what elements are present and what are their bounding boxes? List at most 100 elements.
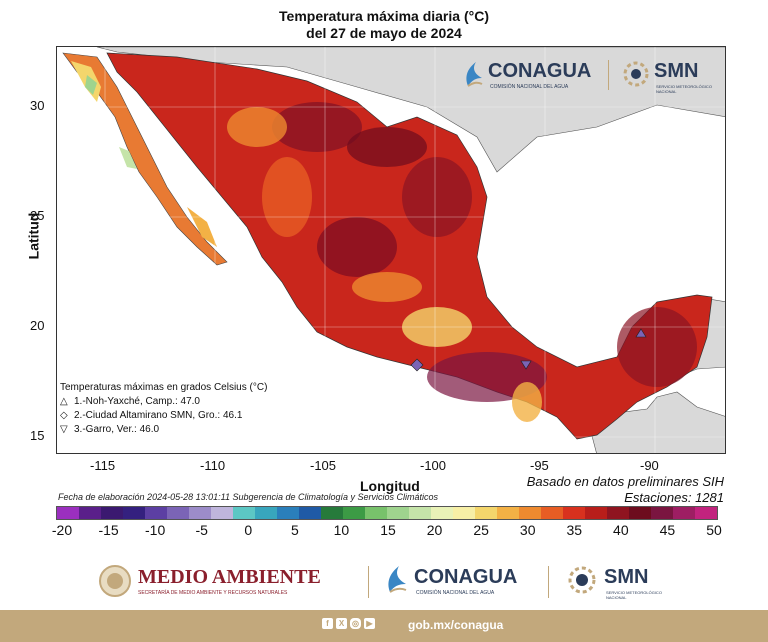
- colorbar-tick-label: 35: [566, 522, 583, 538]
- colorbar-tick-label: 25: [473, 522, 489, 538]
- colorbar-swatch: [277, 507, 299, 519]
- footer-logos: MEDIO AMBIENTE SECRETARÍA DE MEDIO AMBIE…: [0, 558, 768, 608]
- conagua-logo-icon: [466, 62, 483, 87]
- header-logos: CONAGUA COMISIÓN NACIONAL DEL AGUA SMN S…: [458, 54, 720, 98]
- legend-title: Temperaturas máximas en grados Celsius (…: [60, 382, 268, 393]
- mexico-seal-icon: [99, 565, 131, 597]
- map-title-line1: Temperatura máxima diaria (°C): [279, 8, 489, 24]
- smn-logo-icon: [568, 566, 596, 594]
- diamond-icon: ◇: [60, 410, 68, 421]
- footer-bar: [0, 610, 768, 642]
- colorbar-swatch: [431, 507, 453, 519]
- y-axis-title: Latitud: [25, 212, 42, 260]
- colorbar-tick-label: 15: [380, 522, 396, 538]
- colorbar-swatch: [189, 507, 211, 519]
- colorbar-swatch: [123, 507, 145, 519]
- triangle-up-icon: △: [60, 396, 68, 407]
- conagua-logo-subtext: COMISIÓN NACIONAL DEL AGUA: [490, 84, 569, 90]
- legend-item-label: 3.-Garro, Ver.: 46.0: [74, 424, 160, 435]
- colorbar-swatch: [519, 507, 541, 519]
- station-marker-garro: [520, 360, 532, 370]
- x-tick-label: -105: [310, 458, 337, 473]
- colorbar-swatch: [321, 507, 343, 519]
- x-tick-label: -115: [90, 458, 116, 473]
- colorbar-swatch: [607, 507, 629, 519]
- colorbar-swatch: [343, 507, 365, 519]
- smn-logo-subtext: SERVICIO METEOROLÓGICO NACIONAL: [656, 84, 712, 94]
- x-tick-label: -110: [200, 458, 226, 473]
- colorbar-tick-label: 5: [290, 522, 299, 538]
- colorbar-tick-label: -20: [51, 522, 73, 538]
- colorbar-swatch: [211, 507, 233, 519]
- legend-item: ◇ 2.-Ciudad Altamirano SMN, Gro.: 46.1: [60, 410, 290, 421]
- map-title-line2: del 27 de mayo de 2024: [306, 25, 462, 41]
- colorbar-swatch: [651, 507, 673, 519]
- colorbar-tick-label: 30: [519, 522, 536, 538]
- y-tick-label: 25: [30, 208, 45, 223]
- max-temp-legend: Temperaturas máximas en grados Celsius (…: [60, 382, 290, 438]
- smn-logo-text: SMN: [654, 60, 699, 82]
- colorbar-swatch: [563, 507, 585, 519]
- colorbar-swatch: [101, 507, 123, 519]
- x-tick-label: -90: [640, 458, 659, 473]
- logo-divider: [548, 566, 549, 598]
- x-icon[interactable]: X: [336, 618, 347, 629]
- colorbar-swatch: [57, 507, 79, 519]
- triangle-down-icon: ▽: [60, 424, 68, 435]
- colorbar-swatch: [409, 507, 431, 519]
- creation-date-note: Fecha de elaboración 2024-05-28 13:01:11…: [58, 492, 439, 502]
- logo-divider: [608, 60, 609, 90]
- station-marker-noh-yaxche: [635, 328, 647, 338]
- temperature-colorbar: [56, 506, 718, 520]
- colorbar-tick-label: -10: [145, 522, 166, 538]
- colorbar-tick-label: 0: [244, 522, 253, 538]
- legend-item-label: 2.-Ciudad Altamirano SMN, Gro.: 46.1: [74, 410, 243, 421]
- colorbar-tick-label: 20: [426, 522, 443, 538]
- colorbar-tick-label: 45: [659, 522, 676, 538]
- station-marker-ciudad-altamirano: [410, 358, 424, 372]
- temperature-map: [56, 46, 726, 454]
- colorbar-swatch: [497, 507, 519, 519]
- data-source-note: Basado en datos preliminares SIH: [526, 474, 724, 489]
- colorbar-swatch: [695, 507, 717, 519]
- smn-footer-text: SMN: [604, 566, 649, 588]
- medio-ambiente-logo-subtext: SECRETARÍA DE MEDIO AMBIENTE Y RECURSOS …: [138, 590, 288, 596]
- colorbar-swatch: [475, 507, 497, 519]
- legend-item: ▽ 3.-Garro, Ver.: 46.0: [60, 424, 290, 435]
- colorbar-tick-label: -5: [195, 522, 208, 538]
- x-axis-title: Longitud: [360, 478, 420, 494]
- colorbar-swatch: [387, 507, 409, 519]
- colorbar-tick-label: 10: [333, 522, 350, 538]
- medio-ambiente-logo-text: MEDIO AMBIENTE: [138, 566, 321, 588]
- conagua-footer-text: CONAGUA: [414, 566, 518, 588]
- y-tick-label: 30: [30, 98, 45, 113]
- smn-logo-icon: [623, 61, 649, 87]
- smn-footer-subtext: SERVICIO METEOROLÓGICO NACIONAL: [606, 590, 662, 600]
- station-count: Estaciones: 1281: [624, 490, 724, 505]
- legend-item-label: 1.-Noh-Yaxché, Camp.: 47.0: [74, 396, 200, 407]
- map-graphic: [57, 47, 725, 453]
- baja-california: [62, 52, 228, 266]
- conagua-logo-icon: [388, 566, 407, 593]
- conagua-logo-text: CONAGUA: [488, 60, 592, 82]
- facebook-icon[interactable]: f: [322, 618, 333, 629]
- y-tick-label: 15: [30, 428, 45, 443]
- colorbar-swatch: [453, 507, 475, 519]
- colorbar-swatch: [629, 507, 651, 519]
- colorbar-tick-label: 40: [613, 522, 629, 538]
- x-tick-label: -95: [530, 458, 549, 473]
- colorbar-tick-label: 50: [706, 522, 722, 538]
- colorbar-swatch: [167, 507, 189, 519]
- colorbar-swatch: [233, 507, 255, 519]
- colorbar-tick-label: -15: [98, 522, 119, 538]
- colorbar-swatch: [365, 507, 387, 519]
- colorbar-swatch: [585, 507, 607, 519]
- youtube-icon[interactable]: ▶: [364, 618, 375, 629]
- colorbar-swatch: [541, 507, 563, 519]
- instagram-icon[interactable]: ◎: [350, 618, 361, 629]
- x-tick-label: -100: [420, 458, 447, 473]
- colorbar-swatch: [673, 507, 695, 519]
- colorbar-swatch: [79, 507, 101, 519]
- footer-url-link[interactable]: gob.mx/conagua: [408, 618, 504, 632]
- colorbar-swatch: [255, 507, 277, 519]
